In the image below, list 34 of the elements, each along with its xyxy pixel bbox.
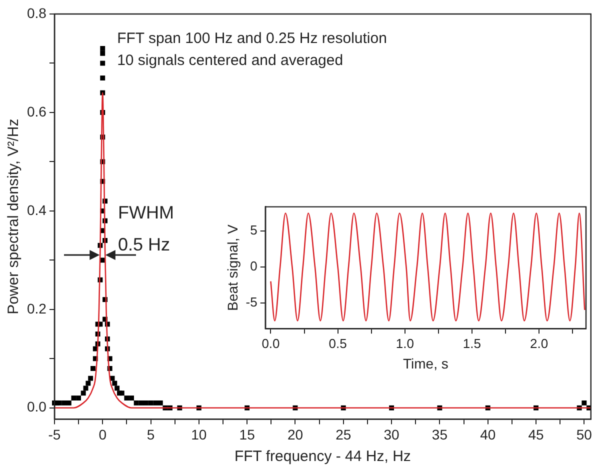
x-tick-label: 0.5 [328, 336, 347, 351]
x-tick-label: 20 [287, 426, 304, 442]
y-tick-label: 0.6 [26, 103, 47, 120]
x-tick-label: 0.0 [262, 336, 280, 351]
x-tick-label: 0 [98, 426, 107, 442]
y-tick-label: 0.0 [26, 398, 47, 415]
x-axis-title: FFT frequency - 44 Hz, Hz [234, 448, 411, 466]
x-tick-label: 40 [480, 426, 496, 442]
x-tick-label: 1.5 [462, 336, 482, 351]
x-tick-label: 50 [576, 426, 592, 442]
x-tick-label: 1.0 [396, 336, 414, 351]
annotation: FWHM [118, 202, 174, 222]
y-axis-title: Beat signal, V [224, 224, 240, 311]
y-tick-label: 0.8 [26, 4, 47, 21]
annotation: 10 signals centered and averaged [117, 52, 344, 69]
annotation: 0.5 Hz [118, 234, 170, 254]
x-tick-label: 10 [191, 426, 207, 442]
annotation: FFT span 100 Hz and 0.25 Hz resolution [117, 30, 387, 47]
y-axis-title: Power spectral density, V²/Hz [5, 118, 22, 314]
x-tick-label: 35 [432, 426, 448, 442]
x-tick-label: 45 [528, 426, 544, 442]
y-tick-label: 0.2 [26, 300, 47, 316]
x-tick-label: 15 [239, 426, 256, 442]
x-tick-label: 25 [336, 426, 352, 442]
x-tick-label: 5 [146, 426, 155, 442]
y-tick-label: 5 [250, 222, 258, 238]
y-tick-label: -5 [246, 294, 258, 310]
x-tick-label: -5 [48, 426, 61, 442]
x-tick-label: 30 [384, 426, 400, 442]
line-series [270, 212, 586, 322]
x-axis-title: Time, s [402, 355, 448, 372]
y-tick-label: 0 [250, 258, 258, 274]
x-tick-label: 2.0 [530, 336, 548, 351]
y-tick-label: 0.4 [26, 202, 47, 218]
